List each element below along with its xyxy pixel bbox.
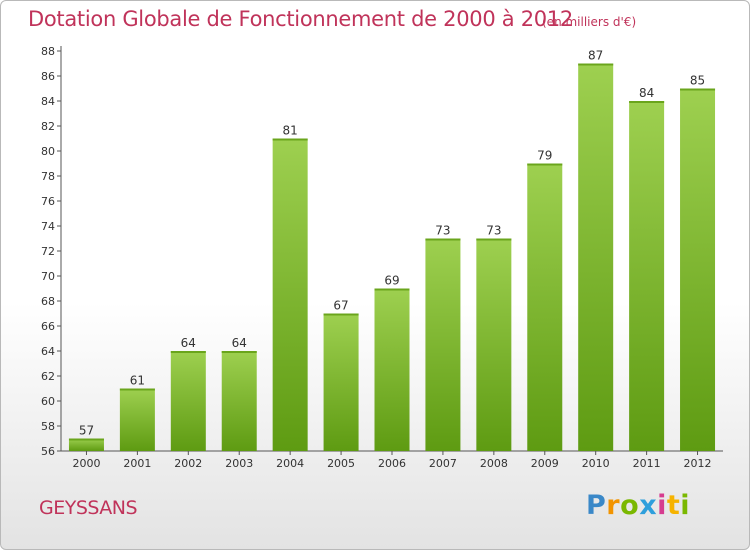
bar — [629, 101, 665, 451]
y-tick-label: 86 — [41, 70, 55, 83]
x-tick-label: 2011 — [633, 457, 661, 470]
bar-top-edge — [221, 351, 257, 353]
bar — [323, 313, 359, 451]
bar-top-edge — [323, 313, 359, 316]
x-tick-label: 2004 — [276, 457, 304, 470]
x-tick-label: 2012 — [684, 457, 712, 470]
bar-value-label: 73 — [486, 224, 501, 238]
bar — [119, 388, 155, 451]
y-tick-label: 84 — [41, 95, 55, 108]
x-tick-label: 2009 — [531, 457, 559, 470]
y-tick-label: 70 — [41, 270, 55, 283]
bar — [68, 438, 104, 451]
x-tick-label: 2003 — [225, 457, 253, 470]
bar-top-edge — [578, 63, 614, 66]
bar-value-label: 81 — [283, 124, 298, 138]
bar — [476, 238, 512, 451]
y-axis: 56 58 60 62 64 66 68 70 72 74 76 78 80 82 84 86 88 — [41, 45, 62, 458]
y-tick-label: 60 — [41, 395, 55, 408]
bar-value-label: 85 — [690, 74, 705, 88]
y-tick-label: 82 — [41, 120, 55, 133]
y-tick-label: 64 — [41, 345, 55, 358]
y-tick-label: 58 — [41, 420, 55, 433]
bar-top-edge — [272, 138, 308, 141]
bar — [221, 351, 257, 451]
x-tick-label: 2000 — [72, 457, 100, 470]
x-tick-label: 2001 — [123, 457, 151, 470]
x-tick-label: 2005 — [327, 457, 355, 470]
x-tick-label: 2008 — [480, 457, 508, 470]
value-labels: 57 61 64 64 81 67 69 73 73 79 87 84 85 — [79, 49, 705, 438]
x-tick-label: 2007 — [429, 457, 457, 470]
bar-value-label: 69 — [384, 274, 399, 288]
bar — [170, 351, 206, 451]
y-tick-label: 74 — [41, 220, 55, 233]
bar-top-edge — [425, 238, 461, 241]
x-tick-label: 2010 — [582, 457, 610, 470]
bar-value-label: 84 — [639, 86, 654, 100]
y-tick-label: 80 — [41, 145, 55, 158]
x-axis: 2000 2001 2002 2003 2004 2005 2006 2007 2008 2009… — [61, 450, 723, 470]
y-tick-label: 62 — [41, 370, 55, 383]
bar — [527, 163, 563, 451]
y-tick-label: 66 — [41, 320, 55, 333]
bar-top-edge — [629, 101, 665, 103]
proxiti-logo: Proxiti — [586, 490, 691, 521]
x-tick-label: 2002 — [174, 457, 202, 470]
bar-top-edge — [476, 238, 512, 241]
x-tick-label: 2006 — [378, 457, 406, 470]
chart-title: Dotation Globale de Fonctionnement de 20… — [28, 7, 573, 31]
bar-value-label: 61 — [130, 374, 145, 388]
commune-name: GEYSSANS — [39, 497, 138, 519]
bar-value-label: 67 — [333, 299, 348, 313]
bar-top-edge — [374, 288, 410, 291]
y-tick-label: 88 — [41, 45, 55, 58]
bar — [680, 88, 716, 451]
bar-value-label: 87 — [588, 49, 603, 63]
bar-value-label: 64 — [232, 336, 247, 350]
y-tick-label: 78 — [41, 170, 55, 183]
bar-top-edge — [68, 438, 104, 441]
bar — [425, 238, 461, 451]
bar-value-label: 57 — [79, 424, 94, 438]
bar — [374, 288, 410, 451]
bar — [272, 138, 308, 451]
y-tick-label: 76 — [41, 195, 55, 208]
bar-value-label: 64 — [181, 336, 196, 350]
bar-top-edge — [119, 388, 155, 391]
bar-value-label: 73 — [435, 224, 450, 238]
y-tick-label: 68 — [41, 295, 55, 308]
bar-top-edge — [680, 88, 716, 91]
bar-value-label: 79 — [537, 149, 552, 163]
y-tick-label: 72 — [41, 245, 55, 258]
bar — [578, 63, 614, 451]
bar-top-edge — [170, 351, 206, 353]
bar-top-edge — [527, 163, 563, 166]
y-tick-label: 56 — [41, 445, 55, 458]
chart-subtitle: (en milliers d'€) — [542, 15, 637, 29]
bars — [68, 63, 716, 451]
